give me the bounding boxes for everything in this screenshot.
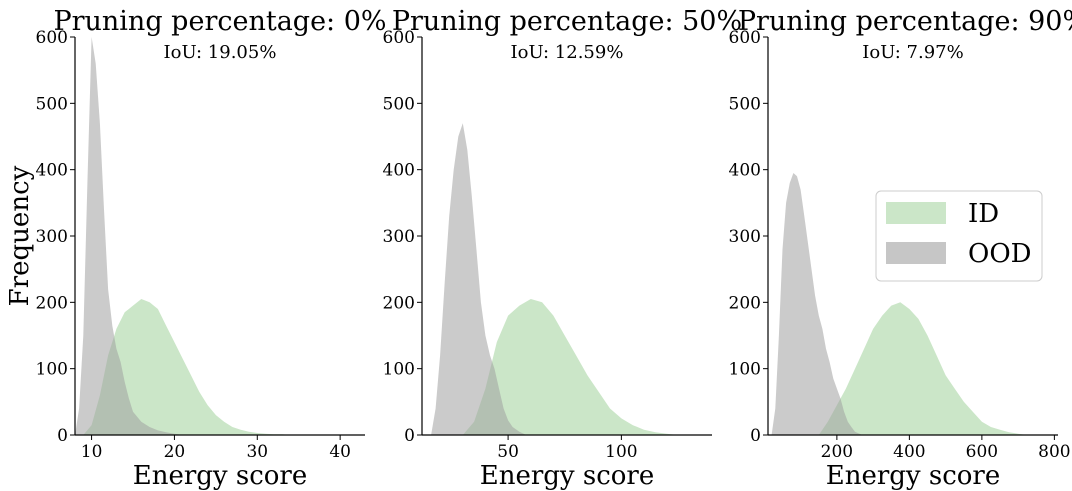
y-tick-label: 0 [750, 426, 761, 446]
panel-title-2: Pruning percentage: 50% [392, 6, 742, 37]
panel-subtitle-2: IoU: 12.59% [511, 42, 624, 63]
panel-subtitle-3: IoU: 7.97% [862, 42, 963, 63]
series-area-id-1 [83, 299, 291, 435]
y-tick-label: 500 [36, 94, 68, 114]
series-area-id-3 [818, 302, 1028, 435]
panel-subtitle-1: IoU: 19.05% [164, 42, 277, 63]
x-tick-label: 800 [1038, 442, 1070, 462]
x-tick-label: 200 [821, 442, 853, 462]
x-tick-label: 50 [497, 442, 519, 462]
x-tick-label: 400 [893, 442, 925, 462]
x-tick-label: 20 [164, 442, 186, 462]
x-tick-label: 100 [605, 442, 637, 462]
y-tick-label: 300 [36, 227, 68, 247]
legend-label-ood: OOD [968, 239, 1031, 269]
x-axis-label-2: Energy score [480, 461, 655, 491]
y-tick-label: 0 [404, 426, 415, 446]
y-tick-label: 500 [729, 94, 761, 114]
x-tick-label: 30 [246, 442, 268, 462]
x-tick-label: 600 [966, 442, 998, 462]
y-tick-label: 400 [729, 161, 761, 181]
x-axis-label-1: Energy score [133, 461, 308, 491]
y-tick-label: 0 [57, 426, 68, 446]
x-tick-label: 40 [329, 442, 351, 462]
y-tick-label: 200 [383, 293, 415, 313]
y-tick-label: 100 [729, 360, 761, 380]
y-tick-label: 200 [729, 293, 761, 313]
legend-label-id: ID [968, 199, 999, 229]
series-area-ood-3 [771, 173, 863, 435]
legend-swatch-id [886, 202, 946, 224]
y-tick-label: 200 [36, 293, 68, 313]
series-area-ood-1 [75, 37, 183, 435]
y-tick-label: 300 [383, 227, 415, 247]
y-tick-label: 600 [729, 28, 761, 48]
y-tick-label: 100 [383, 360, 415, 380]
y-tick-label: 400 [36, 161, 68, 181]
x-axis-label-3: Energy score [826, 461, 1001, 491]
y-tick-label: 300 [729, 227, 761, 247]
legend-swatch-ood [886, 242, 946, 264]
panel-title-3: Pruning percentage: 90% [738, 6, 1072, 37]
y-tick-label: 100 [36, 360, 68, 380]
y-tick-label: 600 [383, 28, 415, 48]
y-axis-label: Frequency [5, 165, 35, 306]
panel-title-1: Pruning percentage: 0% [53, 6, 386, 37]
y-tick-label: 600 [36, 28, 68, 48]
series-area-id-2 [462, 299, 678, 435]
y-tick-label: 500 [383, 94, 415, 114]
series-area-ood-2 [431, 123, 527, 435]
x-tick-label: 10 [81, 442, 103, 462]
y-tick-label: 400 [383, 161, 415, 181]
